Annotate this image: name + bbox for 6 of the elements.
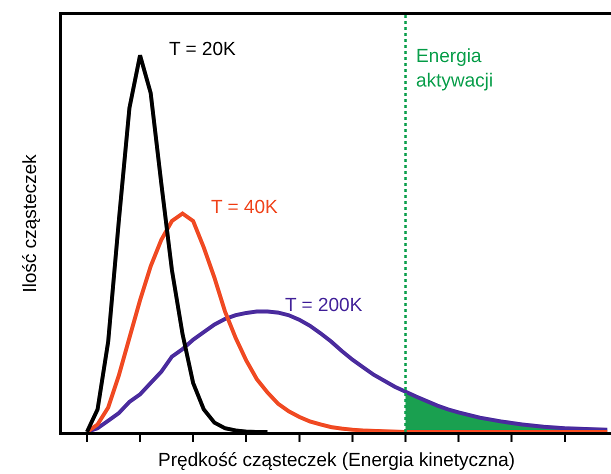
series-label: T = 20K — [169, 39, 236, 60]
x-axis-title: Prędkość cząsteczek (Energia kinetyczna) — [158, 450, 515, 471]
y-axis-title: Ilość cząsteczek — [20, 154, 41, 293]
series-label: T = 200K — [285, 295, 363, 316]
text: Energia aktywacji — [416, 46, 494, 92]
series-label: T = 40K — [211, 197, 278, 218]
